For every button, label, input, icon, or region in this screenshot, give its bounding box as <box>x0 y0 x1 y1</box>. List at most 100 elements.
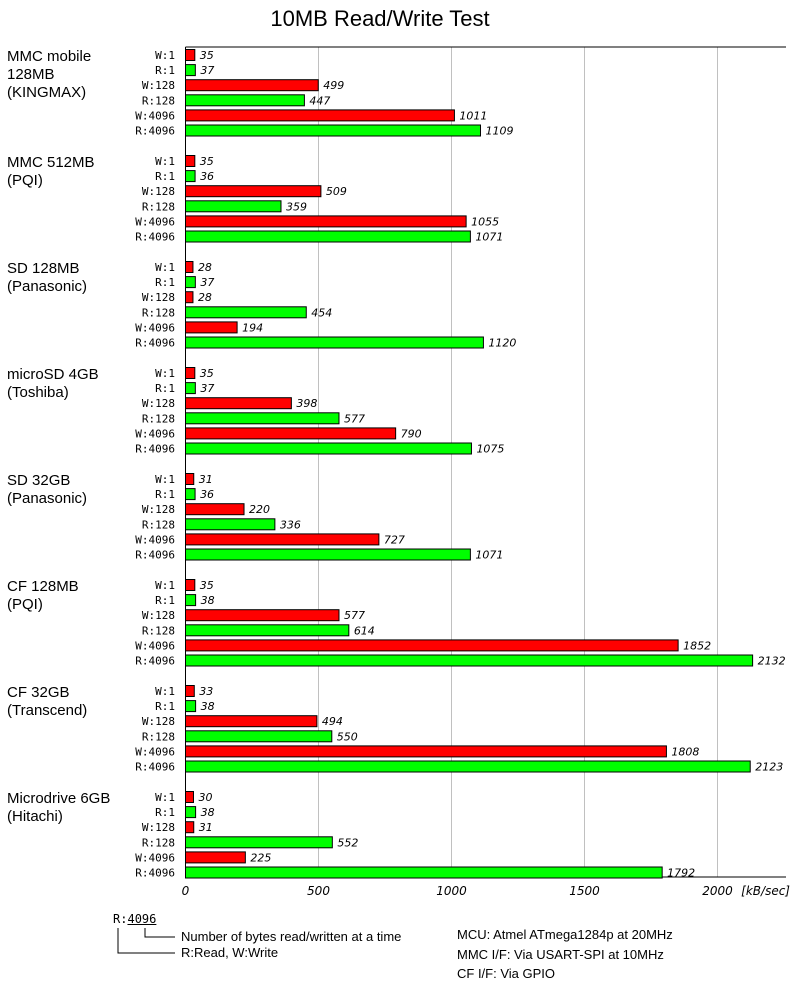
group-label: (PQI) <box>7 172 43 189</box>
data-label: 509 <box>326 185 347 198</box>
row-label: R:4096 <box>135 867 175 880</box>
group-label: microSD 4GB <box>7 366 99 383</box>
write-bar <box>185 685 195 697</box>
write-bar <box>185 155 196 167</box>
row-label: W:1 <box>155 367 175 380</box>
data-label: 1808 <box>671 745 699 758</box>
group-label: (PQI) <box>7 596 43 613</box>
row-label: W:128 <box>142 715 175 728</box>
group-label: (Transcend) <box>7 702 87 719</box>
row-label: W:128 <box>142 79 175 92</box>
x-axis-label: [kB/sec] <box>741 884 790 898</box>
row-label: R:1 <box>155 170 175 183</box>
row-label: R:4096 <box>135 231 175 244</box>
write-bar <box>185 821 195 834</box>
row-label: R:1 <box>155 64 175 77</box>
data-label: 1109 <box>485 125 513 138</box>
read-bar <box>185 200 282 213</box>
data-label: 614 <box>354 624 375 637</box>
row-label: W:128 <box>142 503 175 516</box>
row-label: R:4096 <box>135 337 175 350</box>
row-label: W:128 <box>142 821 175 834</box>
read-bar <box>185 806 197 819</box>
data-label: 550 <box>337 730 358 743</box>
x-tick-label: 1000 <box>436 884 467 898</box>
write-bar <box>185 321 238 334</box>
data-label: 552 <box>337 836 358 849</box>
row-label: R:128 <box>142 306 175 319</box>
data-label: 1071 <box>475 231 503 244</box>
x-tick-label: 500 <box>307 884 330 898</box>
data-label: 35 <box>200 367 214 380</box>
group-label: SD 32GB <box>7 472 70 489</box>
row-label: W:128 <box>142 291 175 304</box>
group-label: (Toshiba) <box>7 384 69 401</box>
read-bar <box>185 760 751 773</box>
read-bar <box>185 382 196 395</box>
data-label: 36 <box>200 170 214 183</box>
data-label: 790 <box>401 427 422 440</box>
data-label: 37 <box>200 276 214 289</box>
data-label: 28 <box>198 261 212 274</box>
row-label: W:4096 <box>135 109 175 122</box>
row-label: W:128 <box>142 397 175 410</box>
legend-rw-desc: R:Read, W:Write <box>181 945 279 960</box>
write-bar <box>185 851 246 864</box>
read-bar <box>185 488 196 501</box>
row-label: W:1 <box>155 49 175 62</box>
write-bar <box>185 79 319 92</box>
row-label: R:1 <box>155 382 175 395</box>
group-label: (Panasonic) <box>7 490 87 507</box>
read-bar <box>185 700 197 713</box>
row-label: W:4096 <box>135 427 175 440</box>
row-label: R:128 <box>142 94 175 107</box>
row-label: R:1 <box>155 276 175 289</box>
read-bar <box>185 624 350 637</box>
group-label: Microdrive 6GB <box>7 790 110 807</box>
data-label: 398 <box>296 397 317 410</box>
row-label: R:1 <box>155 488 175 501</box>
row-label: R:128 <box>142 412 175 425</box>
data-label: 727 <box>384 533 405 546</box>
write-bar <box>185 609 340 622</box>
legend-example-size: 4096 <box>127 912 157 926</box>
read-bar <box>185 442 472 455</box>
read-bar <box>185 836 333 849</box>
read-bar <box>185 866 663 879</box>
data-label: 35 <box>200 49 214 62</box>
data-label: 35 <box>200 155 214 168</box>
row-label: W:1 <box>155 473 175 486</box>
data-label: 1852 <box>683 639 711 652</box>
data-label: 38 <box>201 594 215 607</box>
row-label: W:1 <box>155 579 175 592</box>
read-bar <box>185 336 484 349</box>
data-label: 194 <box>242 321 263 334</box>
data-label: 336 <box>280 518 301 531</box>
data-label: 1071 <box>475 549 503 562</box>
legend-size-connector <box>144 928 175 938</box>
data-label: 494 <box>322 715 343 728</box>
write-bar <box>185 185 322 198</box>
write-bar <box>185 639 679 652</box>
data-label: 1011 <box>459 109 487 122</box>
group-label: (KINGMAX) <box>7 84 86 101</box>
chart-title: 10MB Read/Write Test <box>270 6 490 31</box>
row-label: R:128 <box>142 518 175 531</box>
read-bar <box>185 594 197 607</box>
read-bar <box>185 518 276 531</box>
data-label: 2132 <box>758 655 786 668</box>
data-label: 38 <box>201 806 215 819</box>
write-bar <box>185 579 196 591</box>
data-label: 1792 <box>667 867 695 880</box>
data-label: 577 <box>344 412 365 425</box>
row-label: R:128 <box>142 624 175 637</box>
read-bar <box>185 94 305 107</box>
write-bar <box>185 367 196 379</box>
write-bar <box>185 427 397 440</box>
row-label: W:1 <box>155 791 175 804</box>
row-label: W:1 <box>155 155 175 168</box>
write-bar <box>185 503 245 516</box>
read-bar <box>185 730 333 743</box>
row-label: R:4096 <box>135 761 175 774</box>
